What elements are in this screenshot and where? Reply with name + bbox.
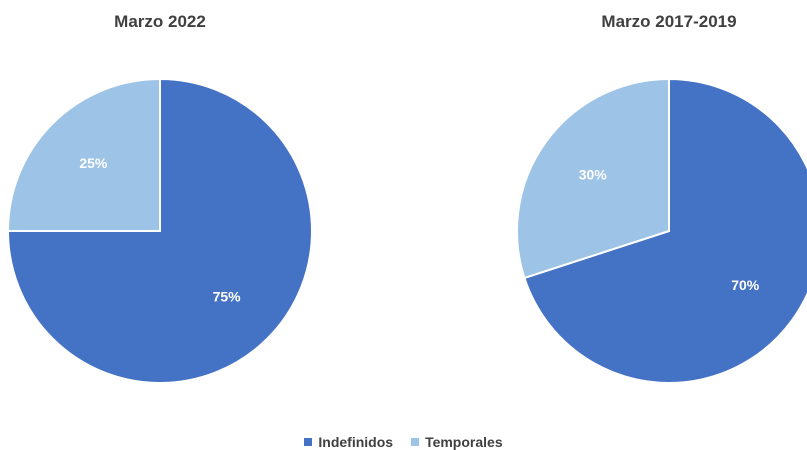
legend-item-indefinidos: Indefinidos	[304, 434, 393, 450]
pie-marzo-2022: 75% 25%	[6, 77, 313, 384]
legend-swatch-indefinidos	[304, 438, 313, 446]
data-label-indefinidos: 70%	[731, 277, 760, 293]
legend-label-indefinidos: Indefinidos	[318, 434, 394, 450]
data-label-indefinidos: 75%	[213, 288, 242, 304]
data-label-temporales: 25%	[79, 155, 108, 171]
pie-slice-indefinidos	[523, 77, 807, 384]
chart-legend: Indefinidos Temporales	[0, 434, 807, 450]
legend-item-temporales: Temporales	[411, 434, 503, 450]
legend-label-temporales: Temporales	[425, 434, 503, 450]
pie-slice-temporales	[6, 77, 161, 232]
legend-swatch-temporales	[411, 438, 420, 446]
pie-slice-temporales	[516, 77, 670, 280]
data-label-temporales: 30%	[579, 166, 608, 182]
pie-marzo-2017-2019: 70% 30%	[516, 77, 807, 384]
chart-title-marzo-2017-2019: Marzo 2017-2019	[601, 12, 737, 31]
chart-title-marzo-2022: Marzo 2022	[114, 12, 206, 31]
pie-slice-indefinidos	[6, 77, 313, 384]
